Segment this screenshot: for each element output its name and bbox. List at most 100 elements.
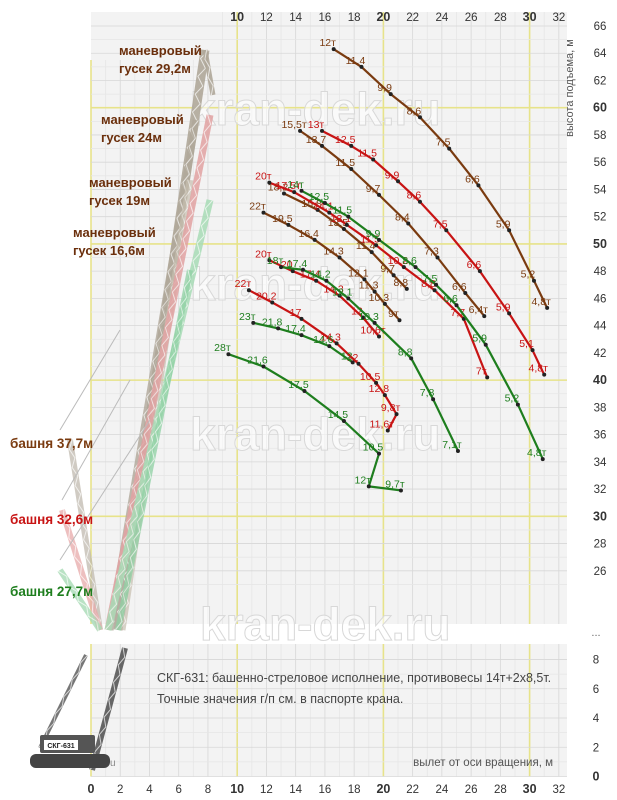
data-label: 7,5 <box>423 273 438 285</box>
data-label: 20т <box>255 248 272 260</box>
data-point <box>341 418 346 423</box>
data-label: 12,8 <box>369 383 390 395</box>
data-label: 11,4 <box>356 240 376 252</box>
data-point <box>298 128 303 133</box>
x-tick-bottom: 22 <box>406 784 419 796</box>
data-point <box>397 318 402 323</box>
data-label: 17,4 <box>287 258 308 270</box>
data-label: 6,6 <box>443 293 458 305</box>
data-label: 6,6 <box>465 173 480 185</box>
x-tick-top: 22 <box>406 12 419 24</box>
data-label: 8,6 <box>407 190 422 202</box>
data-label: 12,1 <box>348 267 369 279</box>
data-label: 15,8 <box>301 198 322 210</box>
data-point <box>372 320 377 325</box>
data-label: 14т <box>287 179 304 191</box>
data-label: 28т <box>214 342 231 354</box>
y-tick-right: 40 <box>593 373 607 387</box>
data-label: 5,9 <box>496 218 511 230</box>
data-label: 10,5 <box>363 442 384 454</box>
jib-label-line1: маневровый <box>73 225 156 240</box>
data-point <box>360 315 365 320</box>
data-label: 20т <box>255 171 272 183</box>
rigging-ropes <box>59 329 151 561</box>
data-point <box>476 183 481 188</box>
data-point <box>350 360 355 365</box>
jib-label-line2: гусек 19м <box>89 193 150 208</box>
data-label: 8,6 <box>407 105 422 117</box>
y-tick-right: 66 <box>594 21 607 33</box>
data-label: 14,2 <box>310 269 331 281</box>
data-label: 10,3 <box>358 311 379 323</box>
data-label: 9,9 <box>385 169 400 181</box>
data-label: 9,9 <box>366 228 381 240</box>
data-point <box>377 237 382 242</box>
y-tick-right: 36 <box>594 430 607 442</box>
y-tick-right: 44 <box>594 321 607 333</box>
y-tick-lower: 0 <box>593 770 600 784</box>
x-tick-bottom: 16 <box>319 784 332 796</box>
x-tick-bottom: 26 <box>465 784 478 796</box>
x-tick-top: 26 <box>465 12 478 24</box>
data-point <box>382 393 387 398</box>
data-point <box>359 64 364 69</box>
boom-37-7 <box>67 439 103 631</box>
data-label: 11,4 <box>346 55 366 67</box>
data-point <box>279 265 284 270</box>
jib-label-line1: маневровый <box>89 175 172 190</box>
data-point <box>369 250 374 255</box>
data-label: 17 <box>290 307 302 319</box>
data-point <box>276 326 281 331</box>
data-point <box>477 269 482 274</box>
watermark: kran-dek.ru <box>190 83 441 135</box>
watermark: kran-dek.ru <box>190 258 441 310</box>
data-point <box>322 201 327 206</box>
x-tick-bottom: 14 <box>289 784 302 796</box>
note-line-2: Точные значения г/п см. в паспорте крана… <box>157 692 403 706</box>
data-point <box>346 296 351 301</box>
x-tick-top: 20 <box>376 10 390 24</box>
boom-27-7-lacing <box>58 570 99 632</box>
data-point <box>447 146 452 151</box>
data-label: 9т <box>388 308 399 320</box>
x-tick-bottom: 4 <box>146 784 153 796</box>
data-point <box>267 258 272 263</box>
y-break-mark: ... <box>591 627 600 639</box>
data-point <box>406 221 411 226</box>
data-point <box>377 451 382 456</box>
data-point <box>334 341 339 346</box>
x-tick-bottom: 18 <box>348 784 361 796</box>
series-line <box>320 129 546 376</box>
data-label: 22т <box>249 201 266 213</box>
data-point <box>531 278 536 283</box>
data-label: 4,8т <box>529 363 549 375</box>
data-label: 7т <box>476 365 487 377</box>
boom-32-6-lacing <box>62 509 100 631</box>
data-point <box>455 448 460 453</box>
jib-tip-29-2 <box>202 49 216 96</box>
y-tick-right: 32 <box>594 484 607 496</box>
data-label: 23т <box>239 311 256 323</box>
x-tick-top: 10 <box>230 10 244 24</box>
data-point <box>388 92 393 97</box>
data-point <box>286 222 291 227</box>
watermarks: kran-dek.ru kran-dek.ru kran-dek.ru kran-de… <box>65 83 451 770</box>
data-point <box>444 228 449 233</box>
y-tick-right: 58 <box>594 130 607 142</box>
data-point <box>327 210 332 215</box>
y-tick-lower: 4 <box>593 713 600 725</box>
data-label: 5,2 <box>521 269 536 281</box>
x-tick-top: 24 <box>435 12 448 24</box>
data-point <box>324 278 329 283</box>
data-label: 8,8 <box>393 277 408 289</box>
data-point <box>349 143 354 148</box>
tower-27-7-b-chord <box>115 269 193 631</box>
data-label: 11,5 <box>332 205 352 217</box>
data-label: 12т <box>355 474 372 486</box>
data-point <box>401 265 406 270</box>
data-label: 14,1 <box>313 201 334 213</box>
x-tick-bottom: 24 <box>435 784 448 796</box>
data-label: 22т <box>235 278 252 290</box>
series-line <box>282 192 408 290</box>
data-label: 12 <box>341 350 353 362</box>
